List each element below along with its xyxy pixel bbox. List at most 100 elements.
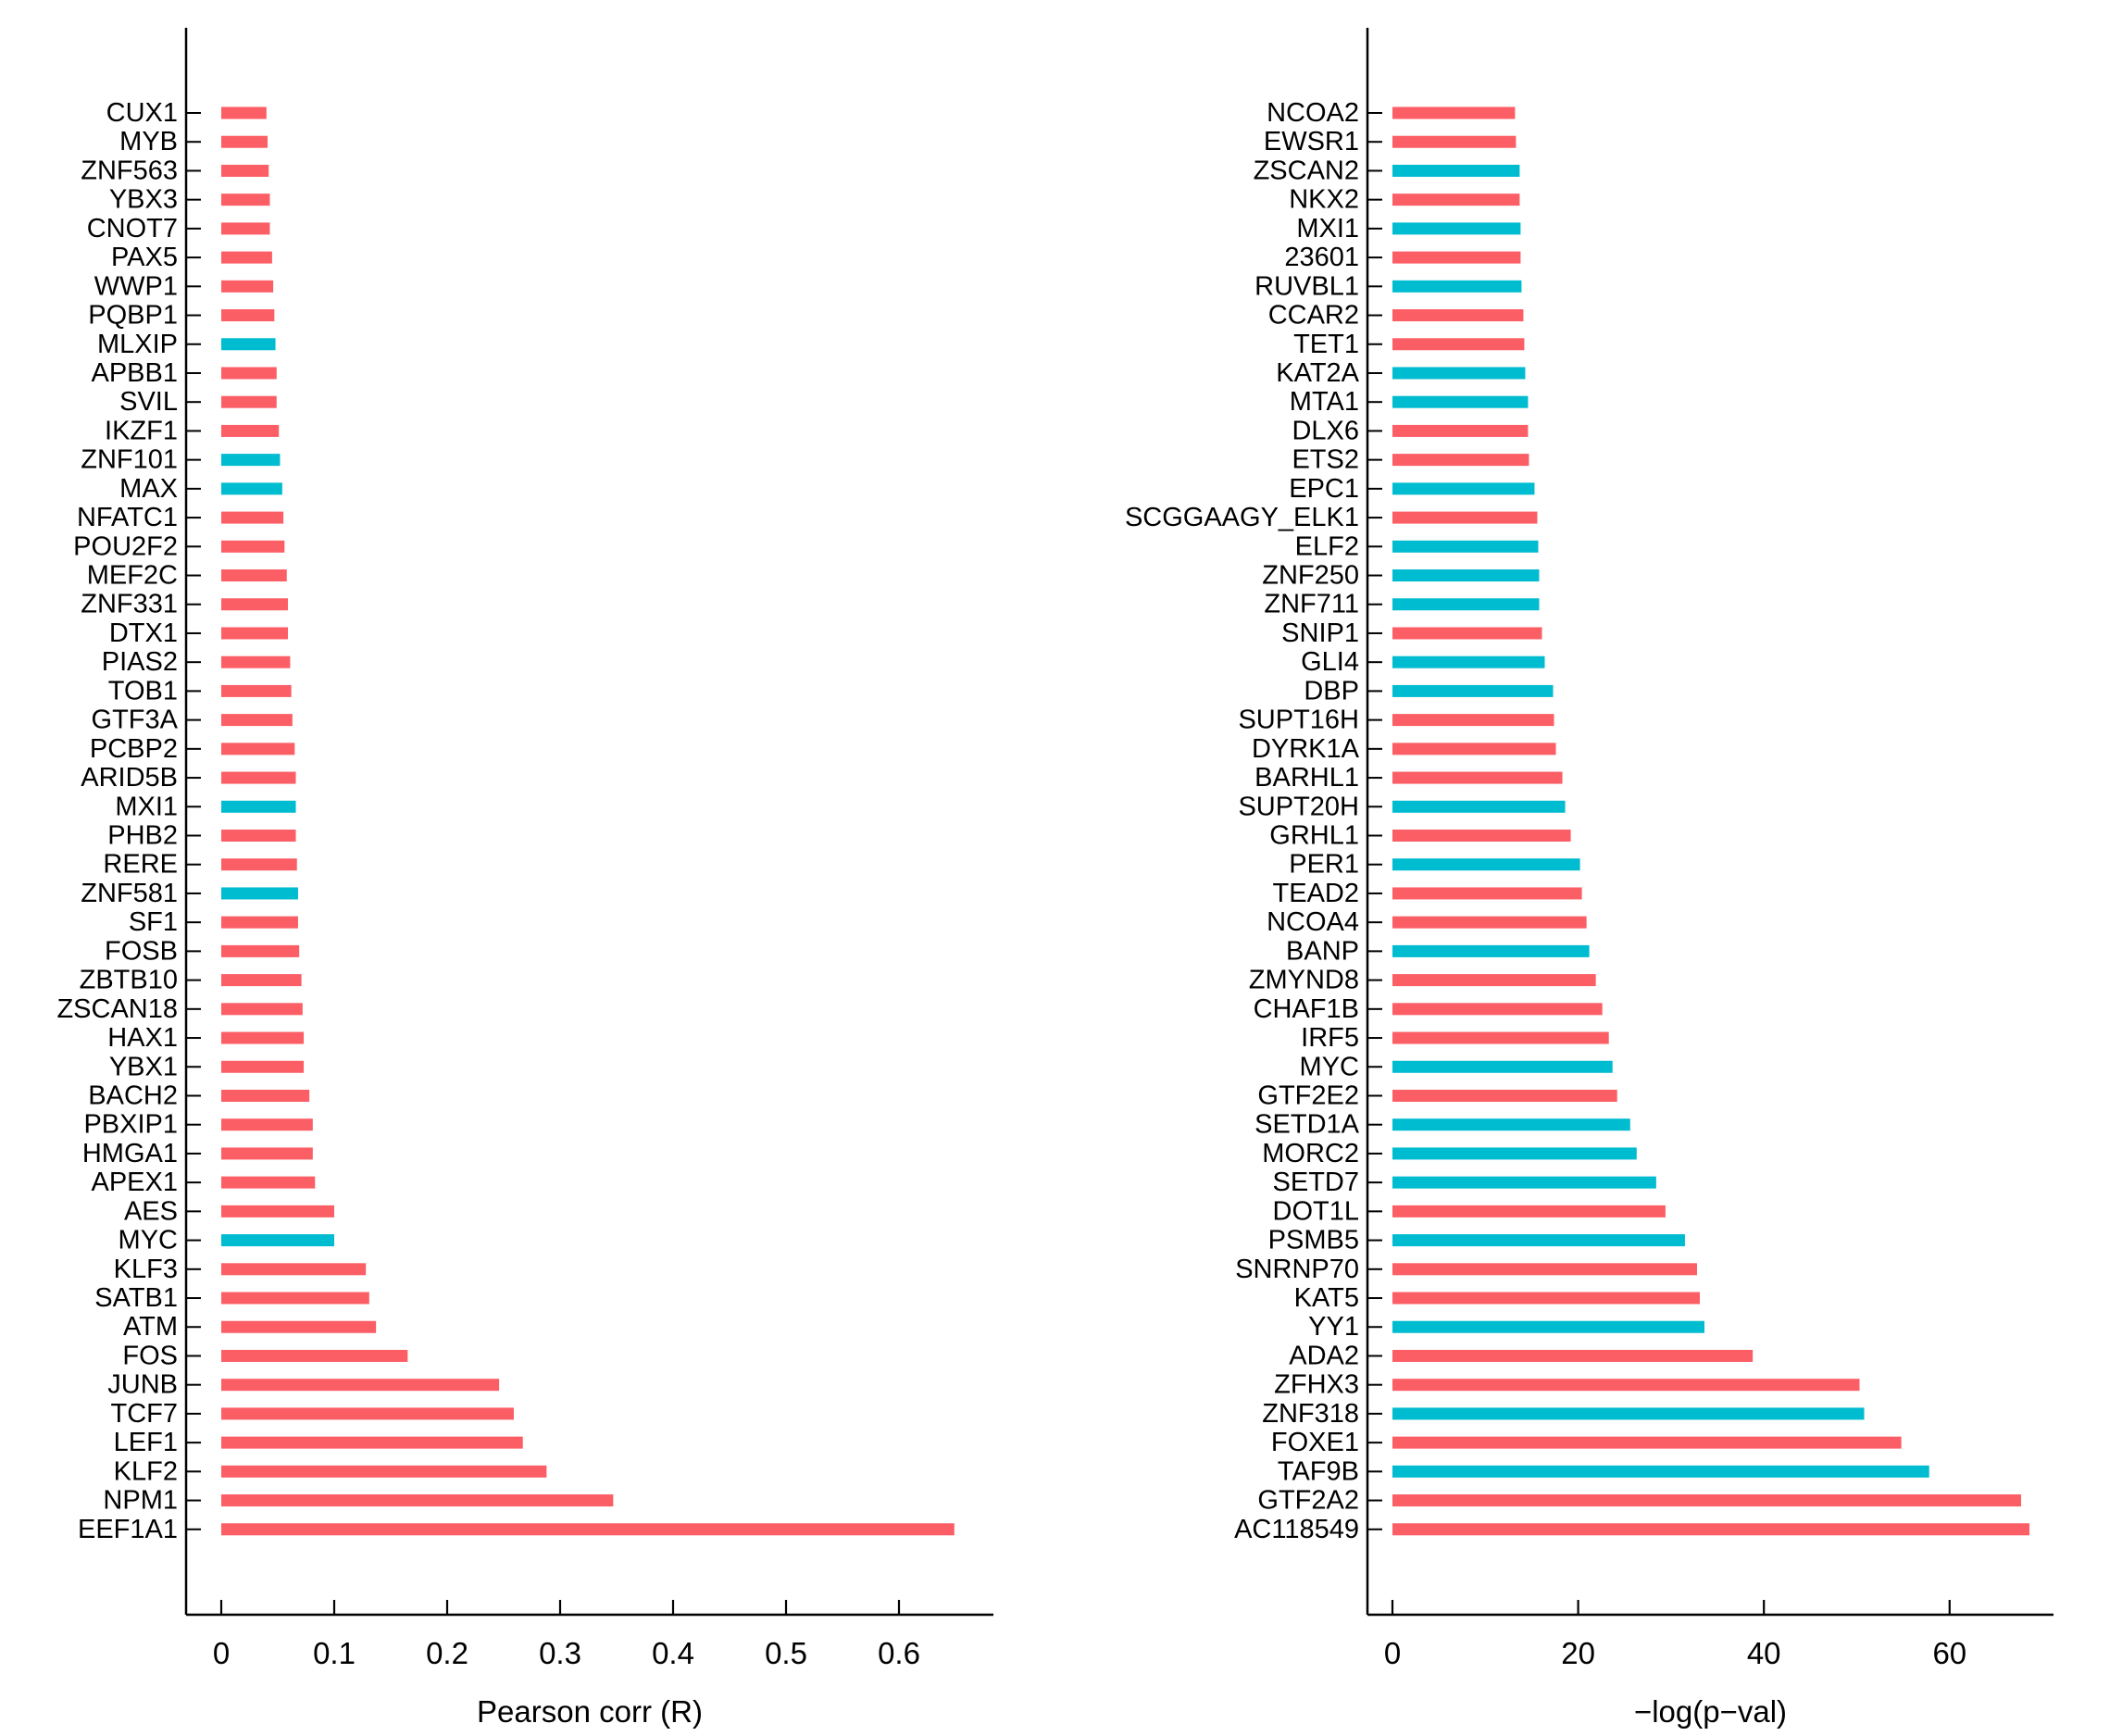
bar-BARHL1 — [1392, 771, 1563, 784]
gene-label-APBB1: APBB1 — [92, 358, 179, 388]
panel-2: 0 20 40 60 −log(p−val) NCOA2EWSR1ZSCAN2NKX2MX… — [1125, 28, 2053, 1729]
gene-label-EWSR1: EWSR1 — [1264, 127, 1359, 156]
bar-RUVBL1 — [1392, 280, 1522, 293]
bar-23601 — [1392, 251, 1521, 264]
bar-PQBP1 — [221, 309, 275, 322]
bar-SCGGAAGY_ELK1 — [1392, 511, 1538, 524]
x-tick-label: 60 — [1932, 1636, 1966, 1670]
gene-label-HAX1: HAX1 — [107, 1023, 178, 1053]
gene-label-SETD1A: SETD1A — [1254, 1110, 1359, 1140]
gene-label-NCOA4: NCOA4 — [1267, 907, 1359, 937]
gene-label-PSMB5: PSMB5 — [1268, 1226, 1359, 1255]
bar-KAT2A — [1392, 367, 1526, 380]
gene-label-BARHL1: BARHL1 — [1254, 763, 1359, 793]
bar-LEF1 — [221, 1436, 523, 1449]
bar-SETD1A — [1392, 1118, 1630, 1131]
bar-GRHL1 — [1392, 830, 1571, 842]
gene-label-YY1: YY1 — [1308, 1312, 1359, 1342]
bar-ZNF331 — [221, 598, 288, 611]
gene-label-AC118549: AC118549 — [1234, 1515, 1359, 1544]
gene-label-MYC: MYC — [1300, 1052, 1359, 1081]
gene-label-KAT2A: KAT2A — [1276, 358, 1359, 388]
gene-label-TET1: TET1 — [1293, 330, 1359, 359]
bar-YBX1 — [221, 1060, 305, 1073]
bar-AC118549 — [1392, 1523, 2030, 1536]
bar-EPC1 — [1392, 482, 1535, 495]
gene-label-DLX6: DLX6 — [1292, 416, 1359, 445]
gene-label-DYRK1A: DYRK1A — [1252, 734, 1360, 764]
bar-ZBTB10 — [221, 974, 302, 987]
gene-label-23601: 23601 — [1284, 243, 1359, 272]
bar-GTF3A — [221, 714, 293, 727]
gene-label-SVIL: SVIL — [119, 387, 178, 417]
bar-TOB1 — [221, 684, 292, 697]
bar-ATM — [221, 1320, 377, 1333]
gene-label-ZSCAN18: ZSCAN18 — [56, 994, 178, 1024]
bar-KAT5 — [1392, 1292, 1700, 1305]
gene-label-ZNF101: ZNF101 — [81, 445, 178, 475]
bar-NCOA4 — [1392, 916, 1587, 929]
gene-label-PAX5: PAX5 — [111, 243, 178, 272]
x-tick-label: 0 — [213, 1636, 230, 1670]
gene-label-DBP: DBP — [1304, 676, 1359, 706]
bar-TET1 — [1392, 338, 1525, 351]
gene-label-MYC: MYC — [119, 1226, 178, 1255]
x-tick-label: 0.5 — [765, 1636, 807, 1670]
gene-label-FOS: FOS — [122, 1341, 178, 1370]
bar-ETS2 — [1392, 454, 1529, 467]
bar-PIAS2 — [221, 656, 291, 668]
gene-label-NPM1: NPM1 — [103, 1486, 178, 1516]
gene-label-ZMYND8: ZMYND8 — [1249, 966, 1359, 995]
gene-label-ZNF250: ZNF250 — [1262, 561, 1359, 591]
gene-label-PBXIP1: PBXIP1 — [83, 1110, 178, 1140]
gene-label-ZFHX3: ZFHX3 — [1274, 1370, 1359, 1400]
bar-NPM1 — [221, 1494, 614, 1507]
gene-label-FOSB: FOSB — [105, 936, 178, 966]
bar-MTA1 — [1392, 395, 1529, 408]
bar-POU2F2 — [221, 540, 285, 553]
x-tick-label: 20 — [1561, 1636, 1595, 1670]
x-tick-label: 40 — [1747, 1636, 1781, 1670]
gene-label-CUX1: CUX1 — [106, 98, 178, 128]
gene-label-MYB: MYB — [119, 127, 178, 156]
gene-label-AES: AES — [124, 1196, 178, 1226]
gene-label-SUPT20H: SUPT20H — [1238, 792, 1359, 821]
gene-label-ADA2: ADA2 — [1289, 1341, 1359, 1370]
gene-label-SNIP1: SNIP1 — [1281, 618, 1359, 648]
bar-KLF3 — [221, 1263, 367, 1276]
gene-label-SF1: SF1 — [129, 907, 178, 937]
bar-MYC — [221, 1234, 334, 1247]
bar-BACH2 — [221, 1089, 310, 1102]
bar-PHB2 — [221, 830, 296, 842]
bar-ZNF581 — [221, 887, 298, 900]
gene-label-GTF2A2: GTF2A2 — [1257, 1486, 1359, 1516]
gene-label-SNRNP70: SNRNP70 — [1235, 1255, 1359, 1284]
gene-label-BANP: BANP — [1286, 936, 1359, 966]
x-axis-title: −log(p−val) — [1634, 1694, 1787, 1729]
bar-PCBP2 — [221, 743, 295, 756]
gene-label-NKX2: NKX2 — [1289, 185, 1359, 215]
bar-IKZF1 — [221, 424, 280, 437]
gene-label-TOB1: TOB1 — [108, 676, 178, 706]
bar-GLI4 — [1392, 656, 1545, 668]
bar-ZNF101 — [221, 454, 281, 467]
bar-SF1 — [221, 916, 298, 929]
bar-BANP — [1392, 944, 1590, 957]
bar-NFATC1 — [221, 511, 284, 524]
gene-label-PHB2: PHB2 — [107, 821, 178, 851]
bar-FOSB — [221, 944, 300, 957]
bar-WWP1 — [221, 280, 274, 293]
gene-label-GLI4: GLI4 — [1301, 647, 1359, 677]
gene-label-NFATC1: NFATC1 — [77, 503, 178, 532]
bar-MXI1 — [1392, 222, 1521, 235]
bar-CUX1 — [221, 106, 267, 119]
gene-label-MEF2C: MEF2C — [87, 561, 178, 591]
bar-ZNF711 — [1392, 598, 1540, 611]
x-tick-label: 0.4 — [652, 1636, 694, 1670]
bar-HAX1 — [221, 1031, 305, 1044]
bar-ELF2 — [1392, 540, 1539, 553]
gene-label-YBX3: YBX3 — [109, 185, 178, 215]
bar-EWSR1 — [1392, 135, 1517, 148]
gene-label-TEAD2: TEAD2 — [1273, 879, 1359, 908]
